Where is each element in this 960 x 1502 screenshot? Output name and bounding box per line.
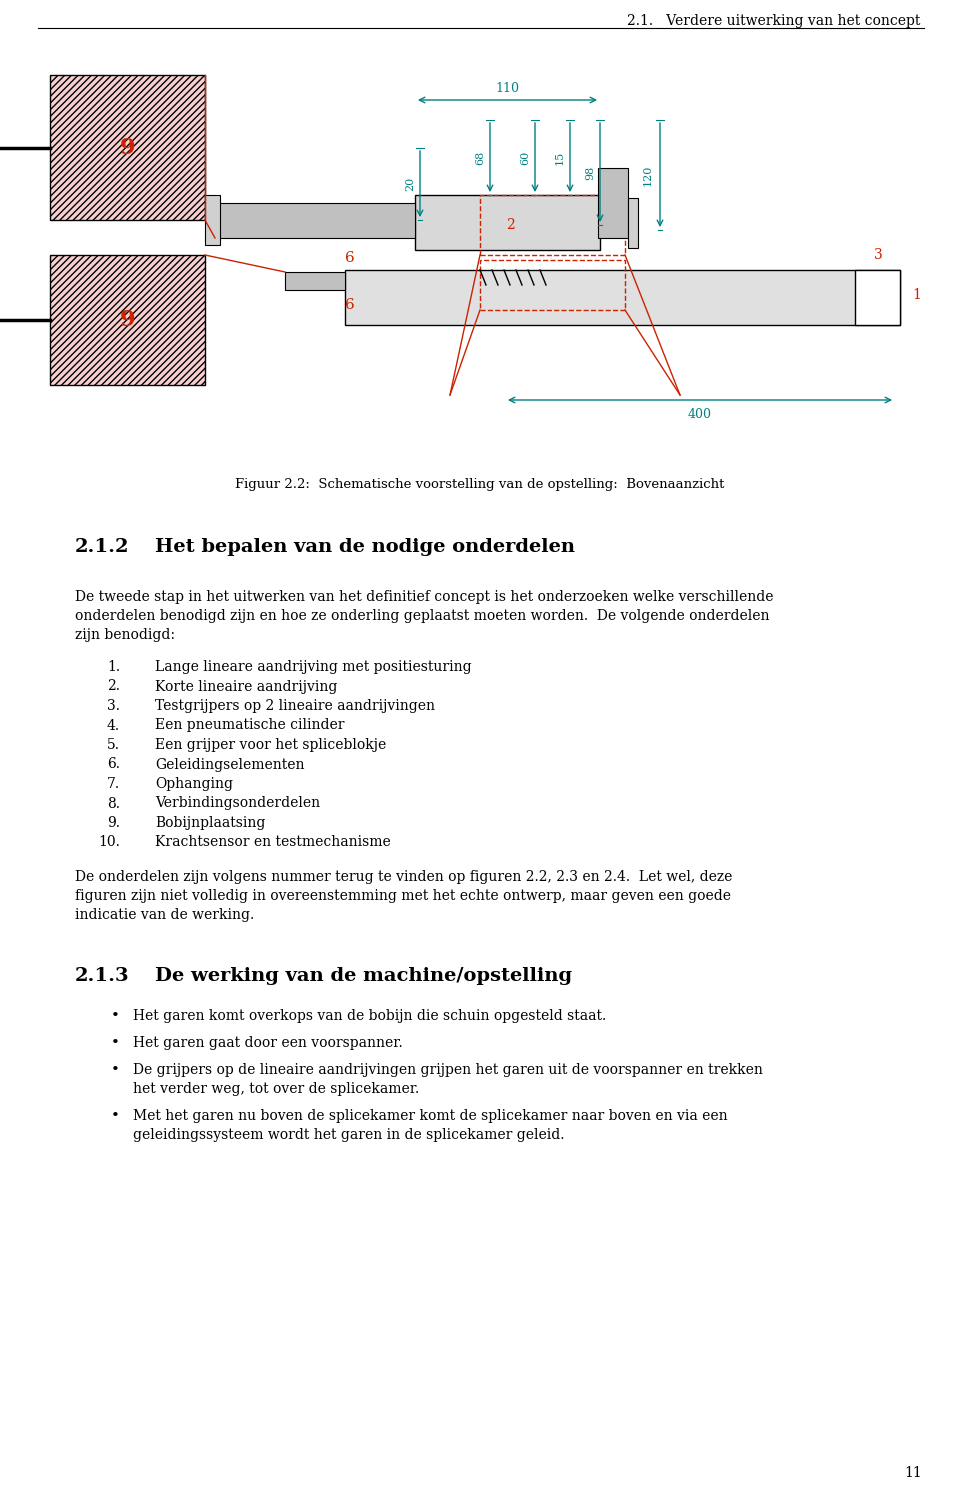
- Text: 2.: 2.: [107, 679, 120, 694]
- Text: 3.: 3.: [107, 698, 120, 713]
- Text: 2: 2: [506, 218, 515, 231]
- Text: 9: 9: [120, 309, 135, 330]
- Text: •: •: [110, 1009, 119, 1023]
- Bar: [215, 203, 415, 237]
- Text: geleidingssysteem wordt het garen in de splicekamer geleid.: geleidingssysteem wordt het garen in de …: [133, 1128, 564, 1142]
- Text: Het garen gaat door een voorspanner.: Het garen gaat door een voorspanner.: [133, 1036, 403, 1050]
- Text: De werking van de machine/opstelling: De werking van de machine/opstelling: [155, 967, 572, 985]
- Text: 68: 68: [475, 150, 485, 165]
- Text: Lange lineare aandrijving met positiesturing: Lange lineare aandrijving met positiestu…: [155, 659, 471, 674]
- Text: Bobijnplaatsing: Bobijnplaatsing: [155, 816, 265, 831]
- Text: 1.: 1.: [107, 659, 120, 674]
- Text: 10.: 10.: [98, 835, 120, 850]
- Bar: [205, 195, 220, 245]
- Text: Ophanging: Ophanging: [155, 777, 233, 792]
- Text: 60: 60: [520, 150, 530, 165]
- Text: 8.: 8.: [107, 796, 120, 811]
- Bar: [480, 195, 625, 255]
- Text: Verbindingsonderdelen: Verbindingsonderdelen: [155, 796, 320, 811]
- Text: 15: 15: [555, 150, 565, 165]
- Text: Korte lineaire aandrijving: Korte lineaire aandrijving: [155, 679, 337, 694]
- Bar: [480, 260, 625, 309]
- Text: Met het garen nu boven de splicekamer komt de splicekamer naar boven en via een: Met het garen nu boven de splicekamer ko…: [133, 1108, 728, 1123]
- Text: 2.1.   Verdere uitwerking van het concept: 2.1. Verdere uitwerking van het concept: [627, 14, 920, 29]
- Text: Krachtsensor en testmechanisme: Krachtsensor en testmechanisme: [155, 835, 391, 850]
- Text: 4.: 4.: [107, 718, 120, 733]
- Text: 7.: 7.: [107, 777, 120, 792]
- Text: 20: 20: [405, 177, 415, 191]
- Text: indicatie van de werking.: indicatie van de werking.: [75, 909, 254, 922]
- Text: 3: 3: [874, 248, 882, 261]
- Text: Het bepalen van de nodige onderdelen: Het bepalen van de nodige onderdelen: [155, 538, 575, 556]
- Bar: [628, 198, 638, 248]
- Text: 6.: 6.: [107, 757, 120, 772]
- Text: 11: 11: [904, 1466, 922, 1479]
- Bar: [285, 272, 345, 290]
- Text: 9.: 9.: [107, 816, 120, 831]
- Text: De grijpers op de lineaire aandrijvingen grijpen het garen uit de voorspanner en: De grijpers op de lineaire aandrijvingen…: [133, 1063, 763, 1077]
- Bar: [598, 168, 628, 237]
- Text: Geleidingselementen: Geleidingselementen: [155, 757, 304, 772]
- Text: onderdelen benodigd zijn en hoe ze onderling geplaatst moeten worden.  De volgen: onderdelen benodigd zijn en hoe ze onder…: [75, 608, 770, 623]
- Text: Een pneumatische cilinder: Een pneumatische cilinder: [155, 718, 345, 733]
- Polygon shape: [50, 75, 205, 219]
- Polygon shape: [50, 255, 205, 385]
- Text: Een grijper voor het spliceblokje: Een grijper voor het spliceblokje: [155, 737, 386, 753]
- Text: •: •: [110, 1063, 119, 1077]
- Text: Figuur 2.2:  Schematische voorstelling van de opstelling:  Bovenaanzicht: Figuur 2.2: Schematische voorstelling va…: [235, 478, 725, 491]
- Text: 98: 98: [585, 165, 595, 180]
- Text: 110: 110: [495, 83, 519, 95]
- Text: 6: 6: [346, 251, 355, 264]
- Text: 9: 9: [120, 137, 135, 159]
- Text: 5.: 5.: [107, 737, 120, 753]
- Text: Het garen komt overkops van de bobijn die schuin opgesteld staat.: Het garen komt overkops van de bobijn di…: [133, 1009, 607, 1023]
- Text: zijn benodigd:: zijn benodigd:: [75, 628, 175, 641]
- Text: •: •: [110, 1036, 119, 1050]
- Bar: [345, 270, 900, 324]
- Text: 1: 1: [912, 288, 921, 302]
- Text: 2.1.3: 2.1.3: [75, 967, 130, 985]
- Text: figuren zijn niet volledig in overeenstemming met het echte ontwerp, maar geven : figuren zijn niet volledig in overeenste…: [75, 889, 731, 903]
- Text: •: •: [110, 1108, 119, 1123]
- Bar: [415, 195, 600, 249]
- Text: 2.1.2: 2.1.2: [75, 538, 130, 556]
- Bar: [855, 270, 900, 324]
- Text: 6: 6: [346, 297, 355, 312]
- Text: 120: 120: [643, 164, 653, 186]
- Text: De onderdelen zijn volgens nummer terug te vinden op figuren 2.2, 2.3 en 2.4.  L: De onderdelen zijn volgens nummer terug …: [75, 870, 732, 885]
- Text: 400: 400: [688, 409, 712, 421]
- Text: het verder weg, tot over de splicekamer.: het verder weg, tot over de splicekamer.: [133, 1081, 420, 1096]
- Text: Testgrijpers op 2 lineaire aandrijvingen: Testgrijpers op 2 lineaire aandrijvingen: [155, 698, 435, 713]
- Text: De tweede stap in het uitwerken van het definitief concept is het onderzoeken we: De tweede stap in het uitwerken van het …: [75, 590, 774, 604]
